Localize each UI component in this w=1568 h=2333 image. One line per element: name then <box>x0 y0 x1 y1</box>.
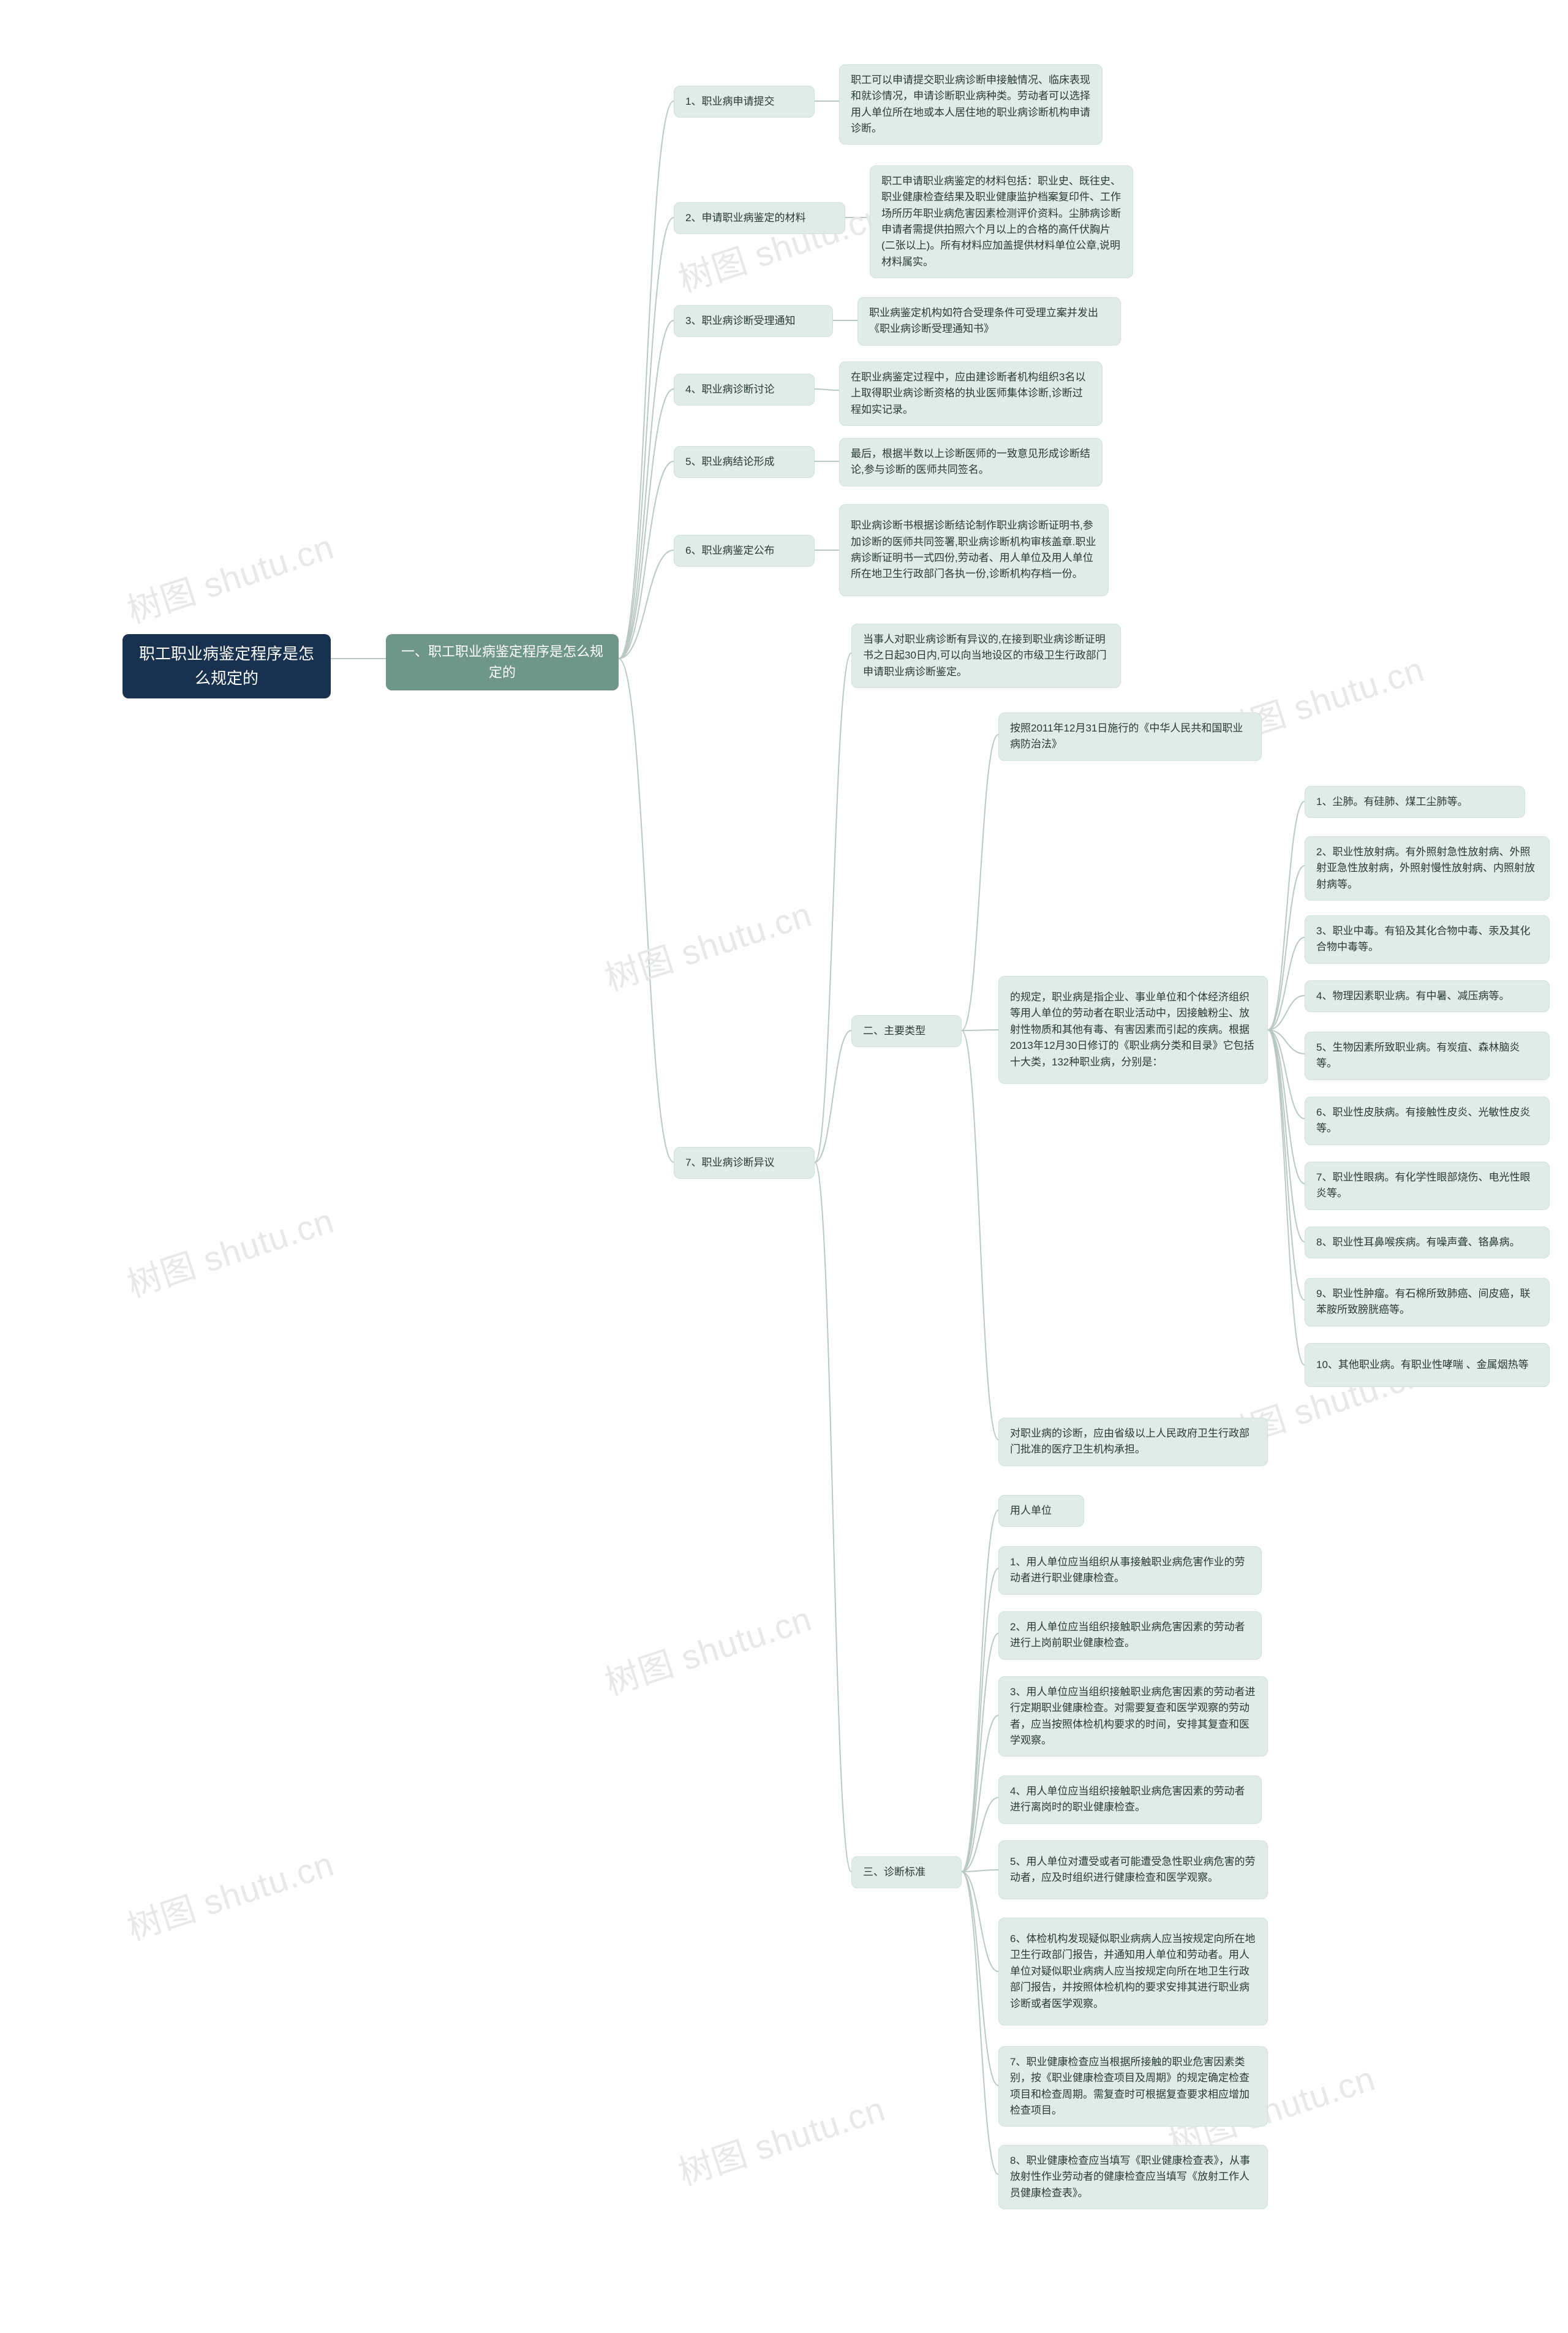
node-cat6: 6、职业性皮肤病。有接触性皮炎、光敏性皮炎等。 <box>1305 1097 1550 1145</box>
node-text: 5、生物因素所致职业病。有炭疽、森林脑炎等。 <box>1316 1040 1538 1072</box>
node-n5d: 最后，根据半数以上诊断医师的一致意见形成诊断结论,参与诊断的医师共同签名。 <box>839 438 1102 486</box>
node-dx2: 2、用人单位应当组织接触职业病危害因素的劳动者进行上岗前职业健康检查。 <box>998 1611 1262 1660</box>
node-cat9: 9、职业性肿瘤。有石棉所致肺癌、间皮癌，联苯胺所致膀胱癌等。 <box>1305 1278 1550 1326</box>
node-n7a: 当事人对职业病诊断有异议的,在接到职业病诊断证明书之日起30日内,可以向当地设区… <box>851 624 1121 688</box>
node-text: 7、职业病诊断异议 <box>685 1155 774 1171</box>
node-text: 6、体检机构发现疑似职业病病人应当按规定向所在地卫生行政部门报告，并通知用人单位… <box>1010 1931 1256 2012</box>
node-text: 4、用人单位应当组织接触职业病危害因素的劳动者进行离岗时的职业健康检查。 <box>1010 1783 1250 1816</box>
watermark: 树图 shutu.cn <box>598 887 817 1000</box>
node-n7: 7、职业病诊断异议 <box>674 1147 815 1179</box>
node-text: 5、职业病结论形成 <box>685 454 774 470</box>
watermark: 树图 shutu.cn <box>598 1592 817 1705</box>
node-text: 9、职业性肿瘤。有石棉所致肺癌、间皮癌，联苯胺所致膀胱癌等。 <box>1316 1286 1538 1318</box>
node-cat1: 1、尘肺。有硅肺、煤工尘肺等。 <box>1305 786 1525 818</box>
node-dx6: 6、体检机构发现疑似职业病病人应当按规定向所在地卫生行政部门报告，并通知用人单位… <box>998 1918 1268 2025</box>
node-dx4: 4、用人单位应当组织接触职业病危害因素的劳动者进行离岗时的职业健康检查。 <box>998 1775 1262 1824</box>
node-dx8: 8、职业健康检查应当填写《职业健康检查表》，从事放射性作业劳动者的健康检查应当填… <box>998 2145 1268 2209</box>
node-root: 职工职业病鉴定程序是怎 么规定的 <box>123 634 331 698</box>
node-n1d: 职工可以申请提交职业病诊断申接触情况、临床表现和就诊情况，申请诊断职业病种类。劳… <box>839 64 1102 145</box>
node-text: 职业病诊断书根据诊断结论制作职业病诊断证明书,参加诊断的医师共同签署,职业病诊断… <box>851 518 1097 582</box>
node-n6: 6、职业病鉴定公布 <box>674 535 815 567</box>
node-text: 10、其他职业病。有职业性哮喘 、金属烟热等 <box>1316 1357 1529 1373</box>
node-dx1: 1、用人单位应当组织从事接触职业病危害作业的劳动者进行职业健康检查。 <box>998 1546 1262 1595</box>
node-text: 5、用人单位对遭受或者可能遭受急性职业病危害的劳动者，应及时组织进行健康检查和医… <box>1010 1854 1256 1886</box>
node-text: 的规定，职业病是指企业、事业单位和个体经济组织等用人单位的劳动者在职业活动中，因… <box>1010 989 1256 1070</box>
node-n4d: 在职业病鉴定过程中，应由建诊断者机构组织3名以上取得职业病诊断资格的执业医师集体… <box>839 361 1102 426</box>
node-cat8: 8、职业性耳鼻喉疾病。有噪声聋、铬鼻病。 <box>1305 1227 1550 1258</box>
node-text: 6、职业病鉴定公布 <box>685 543 774 559</box>
mindmap-canvas: 树图 shutu.cn 树图 shutu.cn 树图 shutu.cn 树图 shut… <box>0 0 1568 2333</box>
node-text: 职工职业病鉴定程序是怎 么规定的 <box>139 641 314 691</box>
node-text: 1、尘肺。有硅肺、煤工尘肺等。 <box>1316 794 1468 810</box>
watermark: 树图 shutu.cn <box>120 520 339 633</box>
node-dx3: 3、用人单位应当组织接触职业病危害因素的劳动者进行定期职业健康检查。对需要复查和… <box>998 1676 1268 1756</box>
node-text: 当事人对职业病诊断有异议的,在接到职业病诊断证明书之日起30日内,可以向当地设区… <box>863 632 1109 680</box>
node-cat10: 10、其他职业病。有职业性哮喘 、金属烟热等 <box>1305 1343 1550 1387</box>
node-cat3: 3、职业中毒。有铅及其化合物中毒、汞及其化合物中毒等。 <box>1305 915 1550 964</box>
node-cat7: 7、职业性眼病。有化学性眼部烧伤、电光性眼炎等。 <box>1305 1162 1550 1210</box>
node-text: 在职业病鉴定过程中，应由建诊断者机构组织3名以上取得职业病诊断资格的执业医师集体… <box>851 369 1091 418</box>
node-text: 3、职业中毒。有铅及其化合物中毒、汞及其化合物中毒等。 <box>1316 923 1538 956</box>
node-cat5: 5、生物因素所致职业病。有炭疽、森林脑炎等。 <box>1305 1032 1550 1080</box>
node-text: 对职业病的诊断，应由省级以上人民政府卫生行政部门批准的医疗卫生机构承担。 <box>1010 1426 1256 1458</box>
node-text: 8、职业健康检查应当填写《职业健康检查表》，从事放射性作业劳动者的健康检查应当填… <box>1010 2153 1256 2201</box>
watermark: 树图 shutu.cn <box>120 1193 339 1307</box>
node-text: 按照2011年12月31日施行的《中华人民共和国职业病防治法》 <box>1010 720 1250 753</box>
node-text: 二、主要类型 <box>863 1023 925 1039</box>
node-n6d: 职业病诊断书根据诊断结论制作职业病诊断证明书,参加诊断的医师共同签署,职业病诊断… <box>839 504 1109 596</box>
node-n3: 3、职业病诊断受理通知 <box>674 305 833 337</box>
node-n7b2: 的规定，职业病是指企业、事业单位和个体经济组织等用人单位的劳动者在职业活动中，因… <box>998 976 1268 1084</box>
node-text: 2、用人单位应当组织接触职业病危害因素的劳动者进行上岗前职业健康检查。 <box>1010 1619 1250 1652</box>
node-text: 职工可以申请提交职业病诊断申接触情况、临床表现和就诊情况，申请诊断职业病种类。劳… <box>851 72 1091 137</box>
node-text: 7、职业性眼病。有化学性眼部烧伤、电光性眼炎等。 <box>1316 1170 1538 1202</box>
node-text: 6、职业性皮肤病。有接触性皮炎、光敏性皮炎等。 <box>1316 1105 1538 1137</box>
node-n2d: 职工申请职业病鉴定的材料包括：职业史、既往史、职业健康检查结果及职业健康监护档案… <box>870 165 1133 278</box>
node-n5: 5、职业病结论形成 <box>674 446 815 478</box>
node-sec: 一、职工职业病鉴定程序是怎么规 定的 <box>386 634 619 690</box>
node-text: 1、用人单位应当组织从事接触职业病危害作业的劳动者进行职业健康检查。 <box>1010 1554 1250 1587</box>
node-dx0: 用人单位 <box>998 1495 1084 1527</box>
node-text: 三、诊断标准 <box>863 1864 925 1880</box>
node-n7c: 三、诊断标准 <box>851 1856 962 1888</box>
node-text: 3、职业病诊断受理通知 <box>685 313 795 329</box>
node-n3d: 职业病鉴定机构如符合受理条件可受理立案并发出《职业病诊断受理通知书》 <box>858 297 1121 346</box>
node-text: 1、职业病申请提交 <box>685 94 774 110</box>
node-n1: 1、职业病申请提交 <box>674 86 815 118</box>
node-cat4: 4、物理因素职业病。有中暑、减压病等。 <box>1305 980 1550 1012</box>
node-text: 4、物理因素职业病。有中暑、减压病等。 <box>1316 988 1509 1004</box>
node-text: 2、申请职业病鉴定的材料 <box>685 210 805 226</box>
node-text: 最后，根据半数以上诊断医师的一致意见形成诊断结论,参与诊断的医师共同签名。 <box>851 446 1091 478</box>
watermark: 树图 shutu.cn <box>671 2082 891 2195</box>
node-dx7: 7、职业健康检查应当根据所接触的职业危害因素类别，按《职业健康检查项目及周期》的… <box>998 2046 1268 2127</box>
node-n7b1: 按照2011年12月31日施行的《中华人民共和国职业病防治法》 <box>998 713 1262 761</box>
node-text: 一、职工职业病鉴定程序是怎么规 定的 <box>401 641 603 683</box>
node-n4: 4、职业病诊断讨论 <box>674 374 815 406</box>
node-text: 7、职业健康检查应当根据所接触的职业危害因素类别，按《职业健康检查项目及周期》的… <box>1010 2054 1256 2119</box>
node-n7b: 二、主要类型 <box>851 1015 962 1047</box>
node-dx5: 5、用人单位对遭受或者可能遭受急性职业病危害的劳动者，应及时组织进行健康检查和医… <box>998 1840 1268 1899</box>
node-text: 3、用人单位应当组织接触职业病危害因素的劳动者进行定期职业健康检查。对需要复查和… <box>1010 1684 1256 1749</box>
node-text: 2、职业性放射病。有外照射急性放射病、外照射亚急性放射病，外照射慢性放射病、内照… <box>1316 844 1538 893</box>
watermark: 树图 shutu.cn <box>120 1837 339 1950</box>
node-text: 4、职业病诊断讨论 <box>685 382 774 398</box>
node-text: 职业病鉴定机构如符合受理条件可受理立案并发出《职业病诊断受理通知书》 <box>869 305 1109 338</box>
node-text: 职工申请职业病鉴定的材料包括：职业史、既往史、职业健康检查结果及职业健康监护档案… <box>881 173 1121 270</box>
node-text: 8、职业性耳鼻喉疾病。有噪声聋、铬鼻病。 <box>1316 1235 1520 1250</box>
node-n7b3: 对职业病的诊断，应由省级以上人民政府卫生行政部门批准的医疗卫生机构承担。 <box>998 1418 1268 1466</box>
node-cat2: 2、职业性放射病。有外照射急性放射病、外照射亚急性放射病，外照射慢性放射病、内照… <box>1305 836 1550 901</box>
node-text: 用人单位 <box>1010 1503 1052 1519</box>
node-n2: 2、申请职业病鉴定的材料 <box>674 202 845 234</box>
